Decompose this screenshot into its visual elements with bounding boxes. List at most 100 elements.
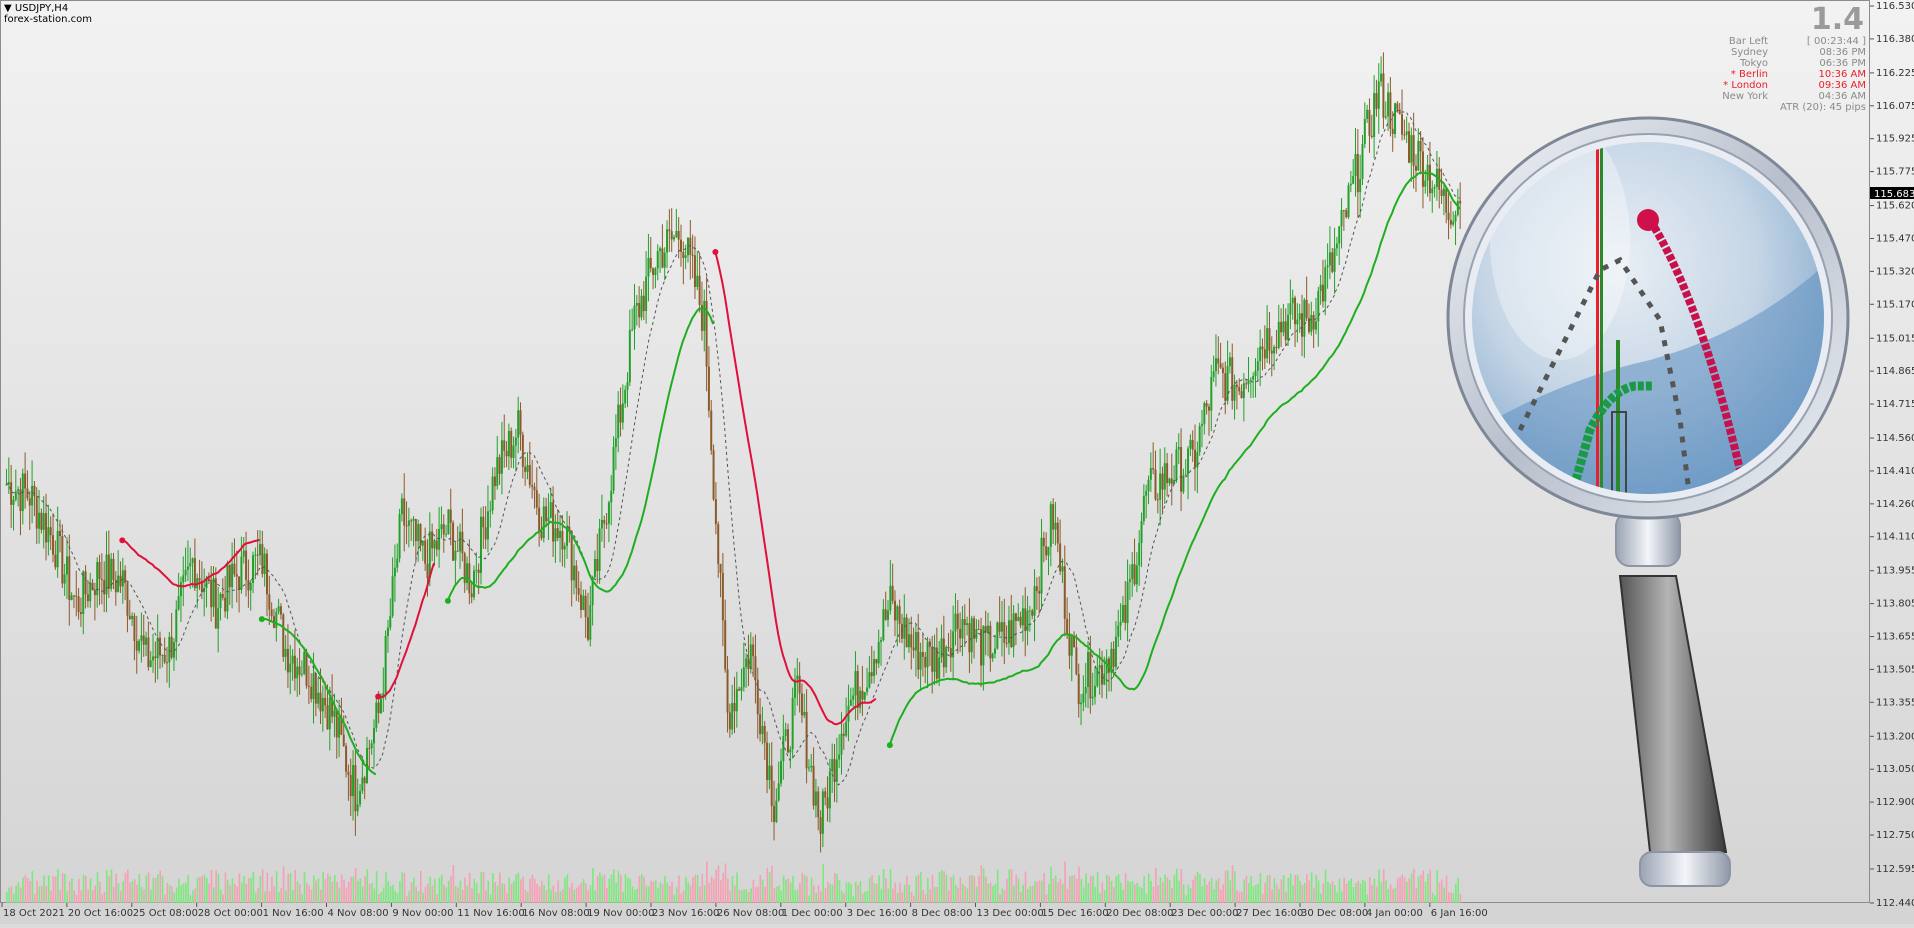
volume-bar	[1452, 893, 1455, 903]
candle-body	[305, 652, 308, 686]
volume-bar	[664, 875, 666, 903]
candle-body	[1038, 591, 1041, 594]
candle-body	[456, 550, 459, 552]
candle-body	[426, 563, 429, 579]
candle-body	[980, 629, 983, 666]
volume-bar	[426, 883, 429, 903]
candle-body	[1424, 180, 1427, 187]
volume-bar	[485, 890, 487, 903]
candle-body	[1161, 473, 1164, 490]
candle-body	[1184, 474, 1187, 476]
volume-bar	[943, 871, 945, 903]
x-tick-label: 6 Jan 16:00	[1431, 908, 1488, 919]
volume-bar	[1434, 895, 1436, 903]
candle-body	[79, 612, 82, 615]
session-label: * London	[1723, 80, 1768, 91]
volume-bar	[1010, 869, 1013, 903]
candle-body	[1398, 109, 1401, 115]
volume-bar	[324, 879, 327, 903]
volume-bar	[1206, 884, 1208, 903]
volume-bar	[178, 878, 180, 903]
candle-body	[826, 797, 829, 809]
candle-body	[712, 450, 715, 500]
volume-bar	[254, 892, 257, 903]
volume-bar	[1227, 870, 1229, 903]
volume-bar	[1320, 893, 1322, 903]
volume-bar	[280, 887, 283, 903]
volume-bar	[889, 869, 892, 903]
candle-body	[882, 609, 885, 641]
volume-bar	[843, 893, 845, 903]
volume-bar	[1352, 887, 1355, 903]
candle-body	[1231, 357, 1234, 401]
volume-bar	[1427, 873, 1429, 903]
volume-bar	[1261, 893, 1264, 903]
volume-bar	[1287, 877, 1290, 903]
volume-bar	[340, 874, 343, 903]
candle-body	[600, 519, 603, 529]
candle-body	[498, 457, 501, 474]
volume-bar	[1273, 878, 1276, 903]
candle-body	[28, 498, 31, 506]
volume-bar	[510, 883, 513, 903]
volume-bar	[1385, 880, 1387, 903]
volume-bar	[659, 882, 662, 903]
candle-body	[328, 697, 331, 730]
candle-body	[993, 648, 996, 654]
volume-bar	[994, 884, 997, 903]
volume-bar	[266, 872, 269, 903]
volume-bar	[140, 887, 143, 903]
candle-body	[791, 697, 794, 750]
volume-bar	[743, 889, 745, 903]
candle-body	[361, 777, 364, 791]
volume-bar	[1113, 887, 1115, 903]
candle-body	[386, 627, 389, 636]
candle-body	[1219, 363, 1222, 368]
candle-body	[200, 580, 203, 593]
volume-bar	[1099, 892, 1101, 903]
chevron-down-icon[interactable]: ▼	[4, 3, 12, 14]
volume-bar	[1101, 882, 1104, 903]
volume-bar	[1034, 881, 1036, 903]
candle-body	[579, 594, 582, 610]
candle-body	[398, 514, 401, 559]
y-tick-label: 115.015	[1876, 333, 1914, 344]
x-tick-label: 15 Dec 16:00	[1041, 908, 1108, 919]
candle-body	[140, 635, 143, 641]
volume-bar	[713, 878, 715, 903]
volume-bar	[968, 875, 971, 903]
candle-body	[1003, 622, 1006, 643]
candle-body	[1175, 449, 1178, 481]
candle-body	[1100, 665, 1103, 685]
volume-bar	[847, 882, 850, 903]
candle-body	[633, 305, 636, 330]
volume-bar	[213, 887, 215, 903]
candle-body	[1040, 537, 1043, 594]
trend-start-dot	[444, 597, 451, 604]
volume-bar	[629, 878, 631, 903]
candle-body	[1359, 179, 1362, 193]
candle-body	[379, 698, 382, 714]
volume-bar	[1441, 879, 1443, 903]
volume-bar	[829, 884, 831, 903]
y-tick-label: 114.260	[1876, 499, 1914, 510]
volume-bar	[1392, 888, 1394, 903]
candle-body	[314, 673, 317, 704]
volume-bar	[1215, 880, 1218, 903]
volume-bar	[240, 882, 243, 903]
volume-bar	[436, 894, 438, 903]
candle-body	[1131, 564, 1134, 580]
candle-body	[296, 666, 299, 679]
volume-bar	[582, 879, 585, 903]
candle-body	[1140, 521, 1143, 543]
x-tick-label: 1 Dec 00:00	[782, 908, 843, 919]
candle-body	[954, 613, 957, 632]
candle-body	[1452, 221, 1455, 225]
volume-bar	[264, 891, 266, 903]
volume-bar	[1115, 876, 1118, 903]
candle-body	[1142, 495, 1145, 522]
volume-bar	[1424, 881, 1427, 903]
candle-body	[635, 303, 638, 306]
candle-body	[554, 528, 557, 542]
volume-bar	[1348, 880, 1350, 903]
